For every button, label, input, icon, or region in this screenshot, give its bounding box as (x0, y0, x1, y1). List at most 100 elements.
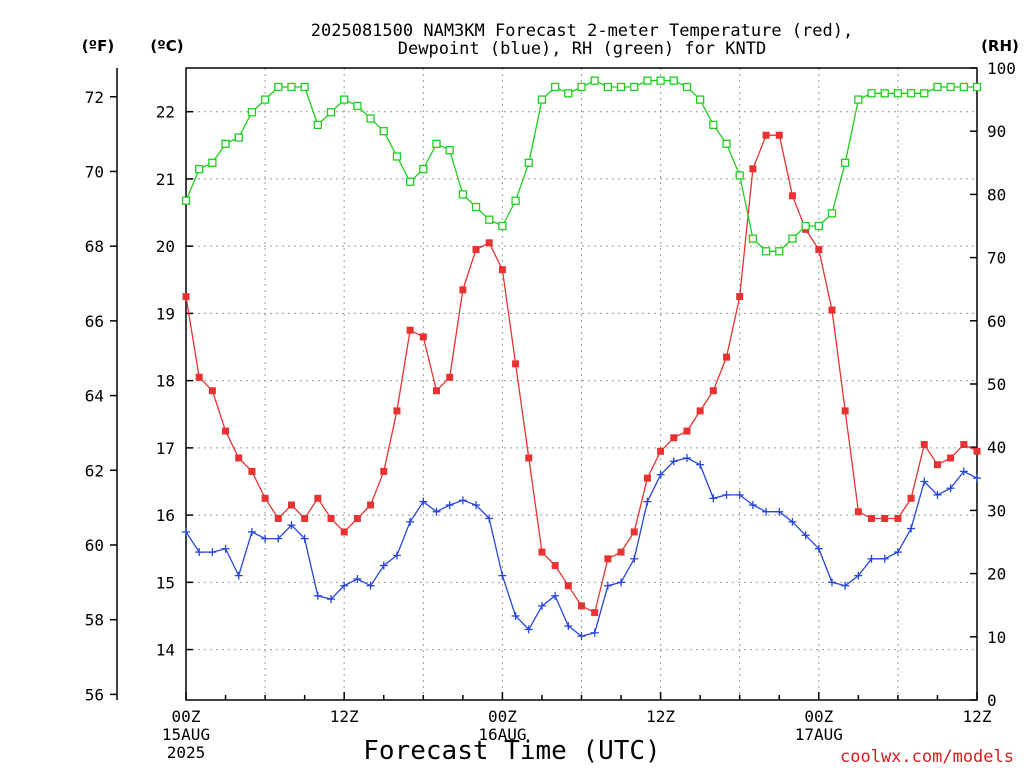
dewpoint-point (788, 517, 797, 526)
dewpoint-point (537, 601, 546, 610)
temperature-point (419, 333, 427, 341)
dewpoint-point (340, 581, 349, 590)
rh-point (274, 82, 283, 92)
dewpoint-point (498, 571, 507, 580)
dewpoint-point (762, 507, 771, 516)
dewpoint-point (511, 611, 520, 620)
dewpoint-point (195, 548, 204, 557)
rh-point (247, 108, 257, 117)
celsius-tick-label: 17 (156, 439, 175, 458)
dewpoint-point (577, 632, 586, 641)
fahrenheit-unit-label: (ºF) (82, 37, 114, 55)
dewpoint-point (221, 544, 230, 553)
dewpoint-point (630, 554, 639, 563)
rh-point (841, 158, 850, 167)
rh-point (867, 89, 876, 98)
rh-point (498, 221, 507, 231)
temperature-point (340, 528, 348, 536)
rh-point (511, 196, 520, 205)
temperature-point (287, 501, 295, 509)
celsius-unit-label: (ºC) (150, 37, 183, 55)
rh-point (801, 221, 810, 231)
rh-point (340, 95, 349, 104)
celsius-axis: 14 15 16 17 18 19 20 21 22 (156, 103, 193, 660)
celsius-tick-label: 16 (156, 506, 175, 525)
rh-point (972, 82, 982, 92)
rh-point (959, 82, 968, 92)
rh-point (445, 146, 454, 155)
date-tick-label: 16AUG (478, 725, 526, 744)
temperature-point (604, 555, 612, 563)
dewpoint-point (867, 554, 876, 563)
dewpoint-point (458, 496, 467, 505)
rh-point (748, 234, 758, 243)
dewpoint-point (854, 571, 863, 580)
dewpoint-point (893, 548, 902, 557)
rh-point (590, 76, 599, 85)
rh-point (234, 133, 243, 142)
time-tick-label: 00Z (172, 707, 201, 726)
dewpoint-point (827, 578, 836, 587)
time-tick-label: 12Z (330, 707, 359, 726)
rh-tick-label: 40 (987, 438, 1006, 457)
temperature-point (485, 239, 493, 247)
rh-point (827, 209, 837, 218)
rh-point (906, 89, 916, 98)
date-tick-label: 17AUG (795, 725, 843, 744)
rh-unit-label: (RH) (981, 37, 1019, 55)
credit-label: coolwx.com/models (840, 747, 1014, 767)
temperature-point (894, 514, 902, 522)
dewpoint-point (880, 554, 889, 563)
rh-point (287, 82, 296, 92)
time-tick-label: 12Z (646, 707, 675, 726)
celsius-tick-label: 20 (156, 237, 175, 256)
rh-tick-label: 80 (987, 185, 1006, 204)
temperature-point (973, 447, 981, 455)
rh-point (524, 158, 533, 167)
rh-point (854, 95, 863, 104)
celsius-tick-label: 19 (156, 304, 175, 323)
fahrenheit-tick-label: 56 (85, 685, 104, 704)
temperature-point (406, 326, 414, 334)
temperature-point (564, 582, 572, 590)
chart-title-line1: 2025081500 NAM3KM Forecast 2-meter Tempe… (311, 21, 853, 41)
temperature-point (235, 454, 243, 462)
rh-point (946, 82, 955, 92)
dewpoint-point (524, 625, 533, 634)
dewpoint-point (366, 581, 375, 590)
temperature-point (723, 353, 731, 361)
fahrenheit-axis: 56 58 60 62 64 66 68 70 72 (85, 88, 117, 704)
dewpoint-point (182, 527, 190, 536)
rh-point (920, 89, 929, 98)
celsius-tick-label: 15 (156, 573, 175, 592)
rh-point (564, 89, 573, 98)
dewpoint-point (247, 527, 256, 536)
temperature-point (525, 454, 533, 462)
temperature-point (393, 407, 401, 415)
temperature-point (749, 165, 757, 173)
temperature-point (920, 441, 928, 449)
rh-point (775, 247, 784, 256)
rh-tick-label: 20 (987, 565, 1006, 584)
dewpoint-point (392, 551, 401, 560)
rh-point (485, 215, 494, 224)
rh-point (419, 164, 428, 174)
temperature-point (182, 293, 190, 301)
celsius-tick-label: 18 (156, 372, 175, 391)
rh-point (326, 108, 336, 117)
temperature-point (617, 548, 625, 556)
x-axis-title: Forecast Time (UTC) (363, 736, 660, 766)
rh-axis: 0 10 20 30 40 50 60 70 80 90 100 (970, 59, 1016, 710)
dewpoint-point (274, 534, 283, 543)
dewpoint-point (406, 517, 415, 526)
temperature-point (208, 387, 216, 395)
temperature-point (353, 514, 361, 522)
temperature-point (551, 562, 559, 570)
dewpoint-point (485, 514, 494, 523)
dewpoint-point (669, 457, 678, 466)
dewpoint-point (907, 524, 916, 533)
rh-point (392, 152, 402, 161)
temperature-point (367, 501, 375, 509)
